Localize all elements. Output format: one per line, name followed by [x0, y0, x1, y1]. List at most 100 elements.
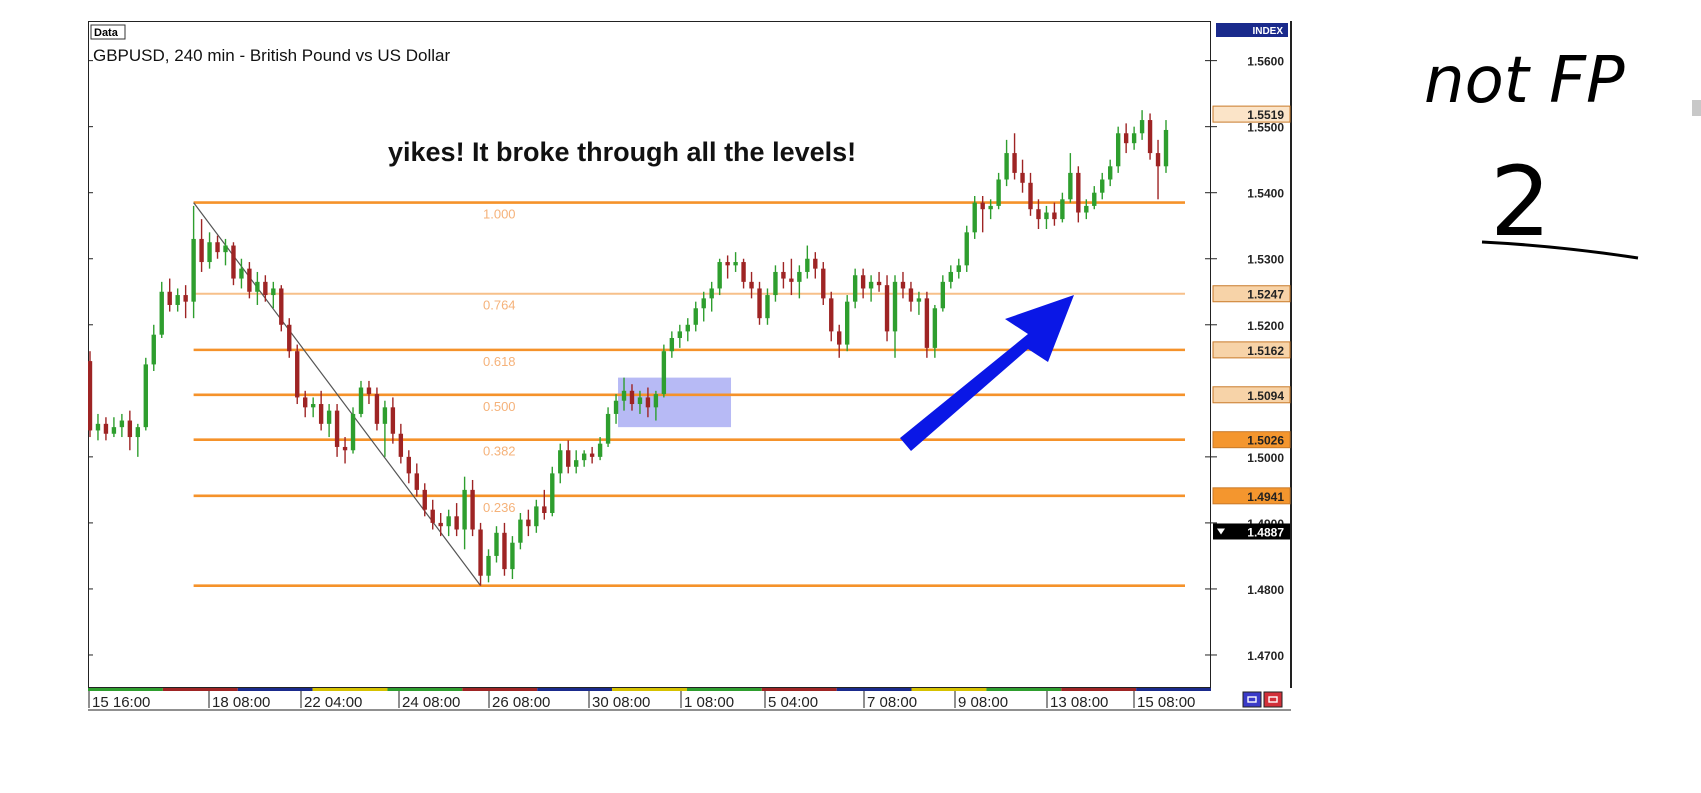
candle-body	[494, 532, 499, 556]
candle	[175, 288, 180, 312]
candle	[629, 384, 635, 411]
candle	[1108, 159, 1113, 187]
zoom-in-button[interactable]	[1242, 691, 1262, 708]
candle-body	[574, 460, 579, 467]
candle-body	[765, 295, 770, 319]
candle-body	[725, 262, 730, 266]
candle-body	[884, 285, 890, 332]
candle-body	[462, 489, 467, 530]
candle	[470, 479, 475, 537]
candle	[135, 423, 141, 457]
candle	[940, 275, 946, 312]
candle-body	[159, 291, 164, 335]
time-strip-segment	[387, 688, 463, 691]
fib-ratio-label: 0.500	[483, 399, 516, 414]
candle-body	[669, 337, 675, 352]
candle	[534, 499, 539, 533]
candle-body	[805, 258, 810, 272]
candle-body	[207, 242, 212, 263]
candle	[1123, 123, 1129, 154]
candle-body	[749, 281, 754, 289]
candle-body	[119, 420, 125, 428]
candle-body	[398, 433, 404, 457]
candle-body	[797, 271, 802, 282]
blue-arrow	[900, 295, 1074, 451]
candle-body	[621, 390, 627, 401]
candle	[1004, 139, 1009, 187]
candle	[693, 301, 698, 332]
candle	[868, 275, 874, 302]
time-strip-segment	[836, 688, 912, 691]
candle	[813, 252, 818, 279]
candle	[223, 238, 228, 266]
candle-body	[183, 295, 188, 302]
candle	[1060, 192, 1065, 223]
candle	[956, 258, 961, 279]
candle	[661, 344, 667, 398]
candle	[1100, 172, 1105, 200]
candle	[948, 265, 953, 289]
candle-body	[685, 324, 690, 332]
candle-body	[143, 364, 148, 428]
candle-body	[223, 245, 228, 253]
candle-body	[701, 298, 706, 309]
time-strip-segment	[1061, 688, 1137, 691]
candle	[574, 450, 579, 474]
candle-body	[821, 268, 826, 299]
candle-body	[1060, 199, 1065, 220]
candle-body	[350, 413, 356, 451]
candle-body	[996, 179, 1001, 206]
candle-body	[95, 423, 101, 431]
candle-body	[1036, 209, 1041, 220]
candle	[996, 172, 1001, 210]
candle	[271, 281, 276, 309]
candle-body	[1052, 212, 1057, 220]
price-tag: 1.5094	[1247, 389, 1284, 403]
scrollbar-thumb[interactable]	[1692, 100, 1701, 116]
handwritten-note: not FP 2	[1424, 44, 1639, 260]
candle	[924, 291, 930, 358]
candle-body	[151, 334, 156, 365]
y-tick-label: 1.5300	[1247, 253, 1284, 267]
candle	[757, 281, 762, 325]
handwritten-line-1: not FP	[1424, 44, 1625, 118]
candle	[334, 404, 340, 457]
candle-body	[382, 407, 388, 424]
current-price-marker	[1217, 528, 1225, 535]
close-button[interactable]	[1263, 691, 1283, 708]
candle-body	[948, 271, 953, 282]
candle-body	[964, 232, 969, 266]
candle	[1068, 153, 1073, 203]
candle-body	[558, 450, 563, 474]
candle-body	[430, 509, 435, 523]
time-strip-segment	[986, 688, 1062, 691]
candle	[964, 225, 969, 272]
candle-body	[1004, 153, 1009, 180]
candle	[159, 281, 164, 338]
candle	[1052, 202, 1057, 226]
candle	[876, 271, 882, 292]
candle	[231, 242, 236, 286]
candle	[88, 351, 93, 438]
candle	[111, 417, 117, 438]
candle	[438, 512, 443, 537]
candle	[1163, 120, 1169, 173]
candle-body	[199, 238, 204, 263]
candle	[207, 232, 212, 269]
candle	[95, 413, 101, 441]
candle	[797, 265, 802, 299]
candle	[478, 522, 483, 586]
candle-body	[900, 281, 906, 289]
candle-body	[741, 262, 746, 282]
candle	[844, 295, 850, 352]
candle-body	[103, 423, 109, 434]
candle	[326, 404, 332, 438]
candle-body	[279, 288, 284, 325]
candle	[1036, 199, 1041, 230]
candle	[1012, 133, 1017, 180]
candle-body	[581, 453, 587, 461]
candle	[805, 245, 810, 279]
candle-body	[342, 446, 348, 451]
candle-body	[414, 473, 419, 490]
candle-body	[478, 529, 483, 576]
